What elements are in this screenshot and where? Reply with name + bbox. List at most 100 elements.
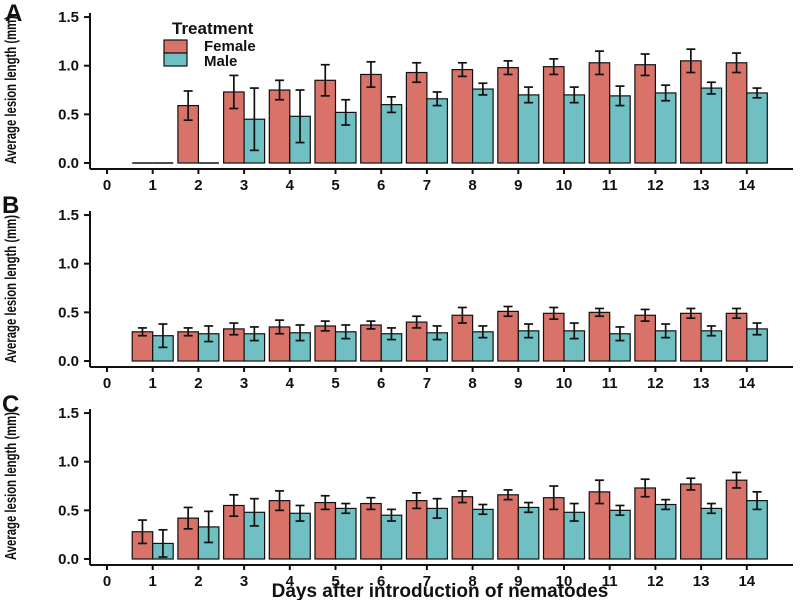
- legend-swatch-male: [163, 52, 188, 67]
- bar-female-day-14: [725, 312, 748, 362]
- bar-female-day-12: [634, 314, 657, 362]
- x-tick-label: 14: [738, 177, 755, 194]
- bar-female-day-4: [268, 89, 291, 164]
- x-tick-label: 11: [602, 177, 618, 194]
- y-tick-label: 0.0: [58, 353, 79, 370]
- bar-male-day-12: [654, 92, 677, 164]
- x-tick-label: 5: [331, 375, 339, 392]
- x-tick-label: 8: [468, 375, 476, 392]
- panels-group: 0.00.51.01.50 1 2 3 4 5 6 7 8 9 10 11 12 13 140.00.51.…: [58, 9, 793, 590]
- panel-label-b: B: [2, 192, 19, 219]
- bar-female-day-6: [360, 324, 382, 362]
- bar-female-day-13: [679, 60, 702, 164]
- x-tick-label: 5: [331, 177, 339, 194]
- y-tick-label: 1.0: [58, 454, 79, 471]
- x-axis-title: Days after introduction of nematodes: [272, 581, 609, 600]
- x-tick-label: 3: [240, 573, 248, 590]
- y-tick-label: 1.5: [58, 405, 79, 422]
- legend-label-female: Female: [204, 38, 256, 55]
- bar-female-day-14: [725, 62, 748, 164]
- bar-male-day-14: [746, 92, 768, 164]
- bar-male-day-8: [472, 508, 494, 560]
- x-tick-label: 6: [377, 573, 385, 590]
- y-tick-label: 1.5: [58, 9, 79, 26]
- bar-male-day-10: [563, 94, 586, 164]
- legend-label-male: Male: [204, 53, 237, 70]
- legend-title: Treatment: [172, 19, 254, 38]
- y-tick-label: 0.0: [58, 551, 79, 568]
- y-tick-label: 0.0: [58, 155, 79, 172]
- y-tick-label: 1.0: [58, 256, 79, 273]
- y-tick-label: 1.0: [58, 58, 79, 75]
- x-tick-label: 7: [423, 375, 431, 392]
- x-tick-label: 13: [693, 375, 710, 392]
- x-tick-label: 9: [514, 177, 522, 194]
- bar-male-day-13: [700, 507, 723, 560]
- x-tick-label: 2: [194, 573, 202, 590]
- x-tick-label: 8: [468, 573, 476, 590]
- y-axis-title-panel-a: Average lesion length (mm): [3, 16, 20, 164]
- bar-female-day-8: [451, 496, 474, 560]
- y-tick-label: 0.5: [58, 502, 79, 519]
- bar-female-day-9: [497, 67, 519, 164]
- x-tick-label: 7: [423, 177, 431, 194]
- bar-female-day-11: [588, 62, 611, 164]
- x-tick-label: 4: [286, 177, 295, 194]
- bar-female-day-13: [679, 483, 702, 560]
- x-tick-label: 11: [602, 375, 618, 392]
- x-tick-label: 10: [556, 573, 573, 590]
- x-tick-label: 8: [468, 177, 476, 194]
- y-tick-label: 0.5: [58, 304, 79, 321]
- bar-male-day-11: [609, 509, 631, 560]
- x-tick-label: 10: [556, 375, 573, 392]
- bar-female-day-11: [588, 311, 611, 362]
- y-axis-title-panel-b: Average lesion length (mm): [3, 215, 20, 363]
- y-tick-label: 0.5: [58, 106, 79, 123]
- x-tick-label: 13: [693, 573, 710, 590]
- bar-female-day-6: [360, 502, 382, 560]
- x-tick-label: 1: [149, 177, 157, 194]
- y-axis-title-panel-c: Average lesion length (mm): [3, 412, 20, 560]
- bar-male-day-8: [472, 88, 494, 164]
- x-tick-label: 4: [286, 573, 295, 590]
- bar-female-day-12: [634, 64, 657, 164]
- panel-label-c: C: [2, 391, 19, 418]
- bar-female-day-10: [542, 312, 565, 362]
- bar-female-day-5: [314, 501, 337, 560]
- bar-female-day-14: [725, 479, 748, 560]
- panel-c: 0.00.51.01.50 1 2 3 4 5 6 7 8 9 10 11 12 13 14: [58, 405, 793, 590]
- bar-male-day-5: [334, 507, 357, 560]
- bar-male-day-6: [380, 104, 403, 164]
- x-tick-label: 1: [149, 375, 157, 392]
- x-tick-label: 12: [647, 375, 664, 392]
- bar-female-day-13: [679, 312, 702, 362]
- x-tick-label: 14: [738, 375, 755, 392]
- bar-female-day-10: [542, 66, 565, 164]
- legend-swatch-female: [163, 39, 188, 54]
- x-tick-label: 6: [377, 177, 385, 194]
- panel-label-a: A: [5, 0, 22, 27]
- x-tick-label: 3: [240, 375, 248, 392]
- bar-female-day-8: [451, 68, 474, 164]
- bar-male-day-9: [517, 94, 540, 164]
- bar-male-day-13: [700, 87, 723, 164]
- x-tick-label: 3: [240, 177, 248, 194]
- x-tick-label: 14: [738, 573, 755, 590]
- x-tick-label: 12: [647, 573, 664, 590]
- x-tick-label: 4: [286, 375, 295, 392]
- x-tick-label: 1: [149, 573, 157, 590]
- bar-female-day-9: [497, 494, 519, 560]
- x-tick-label: 5: [331, 573, 339, 590]
- bar-female-day-9: [497, 310, 519, 362]
- x-tick-label: 0: [103, 375, 111, 392]
- bar-female-day-7: [405, 71, 428, 164]
- x-tick-label: 11: [602, 573, 618, 590]
- x-tick-label: 0: [103, 177, 111, 194]
- x-tick-label: 2: [194, 177, 202, 194]
- bar-male-day-7: [426, 98, 448, 164]
- panel-b: 0.00.51.01.50 1 2 3 4 5 6 7 8 9 10 11 12 13 14: [58, 207, 793, 392]
- x-tick-label: 9: [514, 573, 522, 590]
- y-tick-label: 1.5: [58, 207, 79, 224]
